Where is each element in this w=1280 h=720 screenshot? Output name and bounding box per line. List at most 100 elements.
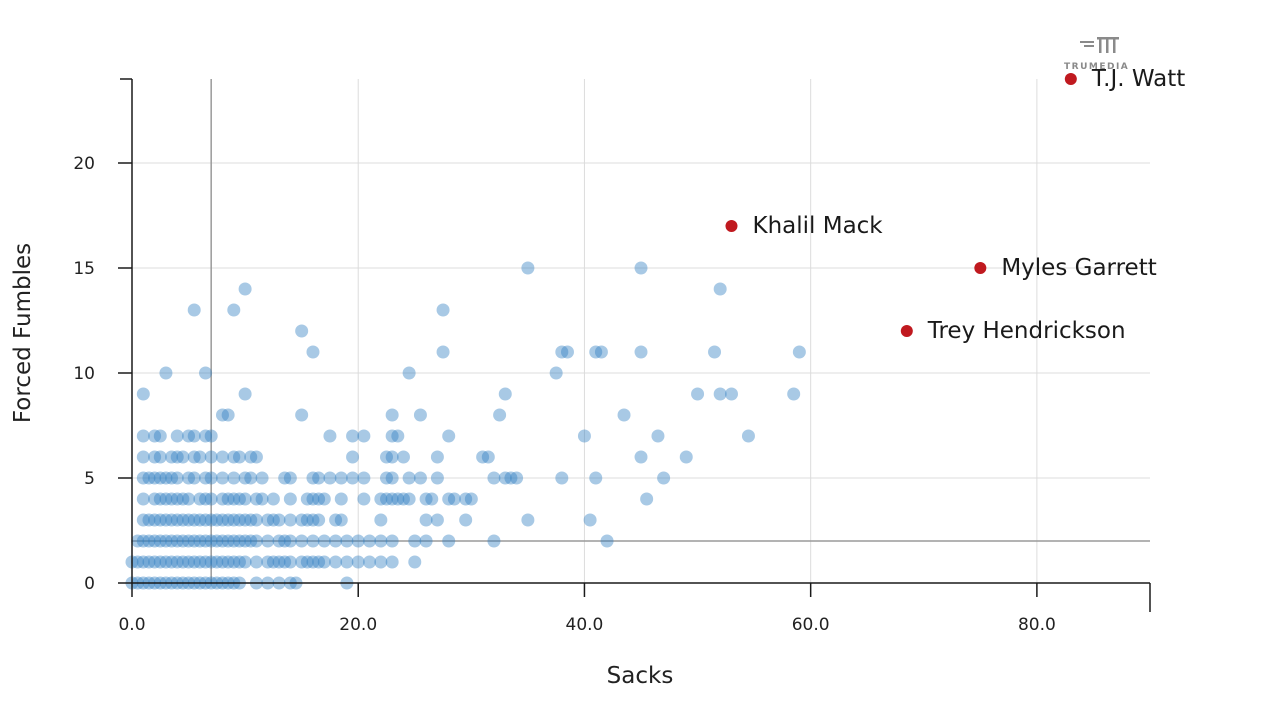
data-point — [204, 450, 218, 464]
data-point — [312, 555, 326, 569]
data-point — [165, 450, 179, 464]
data-point — [295, 534, 309, 548]
data-point — [244, 471, 258, 485]
data-point — [182, 555, 196, 569]
data-point — [153, 429, 167, 443]
data-point — [295, 555, 309, 569]
data-point — [238, 534, 252, 548]
data-point — [374, 555, 388, 569]
data-point — [413, 471, 427, 485]
data-point — [159, 534, 173, 548]
data-point — [272, 513, 286, 527]
data-point — [329, 513, 343, 527]
data-point — [419, 513, 433, 527]
data-point — [221, 555, 235, 569]
data-point — [199, 366, 213, 380]
data-point — [351, 555, 365, 569]
data-point — [442, 492, 456, 506]
data-point — [560, 345, 574, 359]
highlight-point — [900, 325, 913, 337]
data-point — [300, 492, 314, 506]
data-point — [340, 534, 354, 548]
data-point — [278, 471, 292, 485]
data-point — [436, 303, 450, 317]
data-point — [165, 513, 179, 527]
data-point — [295, 408, 309, 422]
data-point — [148, 471, 162, 485]
x-axis-title: Sacks — [607, 663, 674, 689]
data-point — [447, 492, 461, 506]
data-point — [193, 555, 207, 569]
data-point — [249, 513, 263, 527]
data-point — [283, 555, 297, 569]
data-point — [374, 492, 388, 506]
data-point — [589, 345, 603, 359]
highlight-label: T.J. Watt — [1091, 66, 1185, 92]
data-point — [498, 471, 512, 485]
data-point — [142, 471, 156, 485]
data-point — [187, 429, 201, 443]
data-point — [481, 450, 495, 464]
data-point — [215, 450, 229, 464]
data-point — [272, 534, 286, 548]
trumedia-logo: TRUMEDIA — [1064, 37, 1129, 72]
data-point — [153, 492, 167, 506]
data-point — [459, 513, 473, 527]
data-point — [176, 450, 190, 464]
data-point — [380, 450, 393, 464]
data-point — [266, 513, 280, 527]
data-point — [334, 492, 348, 506]
data-point — [555, 471, 569, 485]
data-point — [419, 492, 433, 506]
data-point — [634, 450, 648, 464]
data-point — [136, 429, 150, 443]
data-point — [521, 261, 535, 275]
data-point — [182, 513, 196, 527]
data-point — [261, 555, 275, 569]
data-point — [199, 492, 213, 506]
data-point — [221, 513, 235, 527]
data-point — [227, 492, 241, 506]
data-point — [232, 513, 246, 527]
data-point — [215, 513, 229, 527]
data-point — [187, 555, 201, 569]
highlight-point — [974, 262, 987, 274]
data-point — [238, 492, 252, 506]
data-point — [787, 387, 801, 401]
data-point — [170, 492, 184, 506]
data-point — [204, 492, 218, 506]
y-tick-label: 20 — [73, 154, 95, 174]
data-point — [413, 408, 427, 422]
data-point — [193, 534, 207, 548]
data-point — [142, 513, 156, 527]
data-point — [266, 555, 280, 569]
data-point — [385, 471, 399, 485]
data-point — [510, 471, 524, 485]
data-point — [334, 471, 348, 485]
data-point — [148, 450, 162, 464]
data-point — [153, 471, 167, 485]
data-point — [724, 387, 738, 401]
data-point — [193, 513, 207, 527]
data-point — [385, 408, 399, 422]
data-point — [459, 492, 473, 506]
data-point — [278, 555, 292, 569]
data-point — [215, 492, 229, 506]
data-point — [176, 513, 190, 527]
data-point — [306, 492, 320, 506]
data-point — [210, 555, 224, 569]
data-point — [487, 534, 501, 548]
data-point — [306, 534, 320, 548]
data-point — [159, 513, 173, 527]
data-point — [283, 513, 297, 527]
data-point — [153, 450, 167, 464]
data-point — [187, 513, 201, 527]
data-point — [227, 534, 241, 548]
data-point — [187, 471, 201, 485]
data-point — [278, 534, 292, 548]
data-point — [708, 345, 722, 359]
data-point — [272, 555, 286, 569]
data-point — [357, 471, 371, 485]
svg-text:TRUMEDIA: TRUMEDIA — [1064, 62, 1129, 72]
data-point — [227, 513, 241, 527]
